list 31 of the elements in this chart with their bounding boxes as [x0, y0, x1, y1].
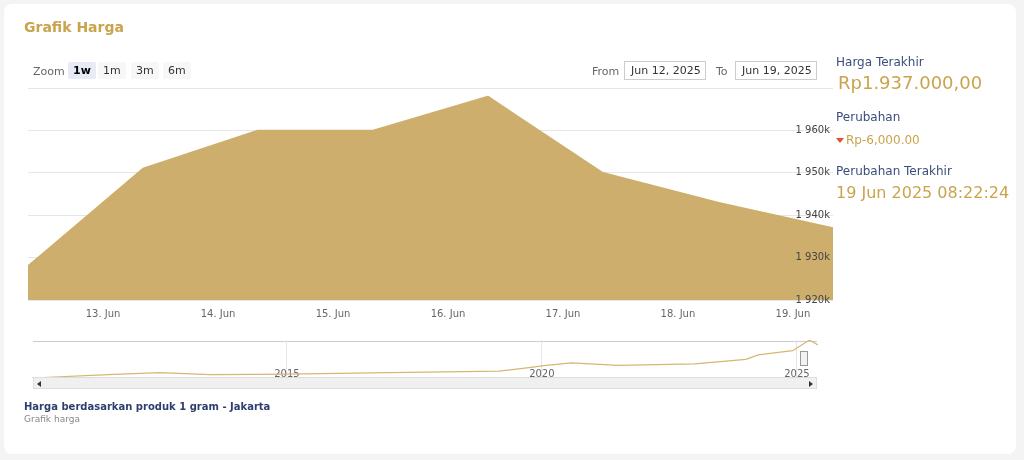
text: Harga berdasarkan produk 1 gram - Jakarta — [24, 401, 271, 412]
y-tick-label: 1 940k — [795, 208, 831, 220]
text: 1m — [98, 62, 126, 79]
y-tick-label: 1 930k — [795, 251, 831, 263]
x-tick-label: 17. Jun — [545, 307, 581, 319]
y-tick-label: 1 960k — [795, 123, 831, 135]
text: Jun 19, 2025 — [735, 61, 817, 80]
y-tick-label: 1 950k — [795, 166, 831, 178]
x-tick-label: 14. Jun — [200, 307, 236, 319]
text: 19 Jun 2025 08:22:24 — [836, 183, 1010, 202]
x-tick-label: 13. Jun — [85, 307, 121, 319]
x-tick-label: 19. Jun — [775, 307, 811, 319]
x-tick-label: 2020 — [529, 367, 555, 379]
x-tick-label: 18. Jun — [660, 307, 696, 319]
text: To — [716, 65, 728, 78]
x-tick-label: 2025 — [784, 367, 810, 379]
text: 3m — [131, 62, 159, 79]
text: Zoom — [33, 65, 65, 78]
text: Jun 12, 2025 — [624, 61, 706, 80]
text: 6m — [163, 62, 191, 79]
text: Rp1.937.000,00 — [838, 72, 983, 93]
text: Harga Terakhir — [836, 55, 924, 69]
text: Perubahan — [836, 110, 901, 124]
text: From — [592, 65, 620, 78]
text: Perubahan Terakhir — [836, 164, 952, 178]
text: Rp-6,000.00 — [846, 133, 920, 147]
text: 1w — [68, 62, 96, 79]
text: Grafik harga — [24, 414, 80, 424]
x-tick-label: 16. Jun — [430, 307, 466, 319]
chart-title: Grafik Harga — [24, 19, 124, 35]
x-tick-label: 15. Jun — [315, 307, 351, 319]
